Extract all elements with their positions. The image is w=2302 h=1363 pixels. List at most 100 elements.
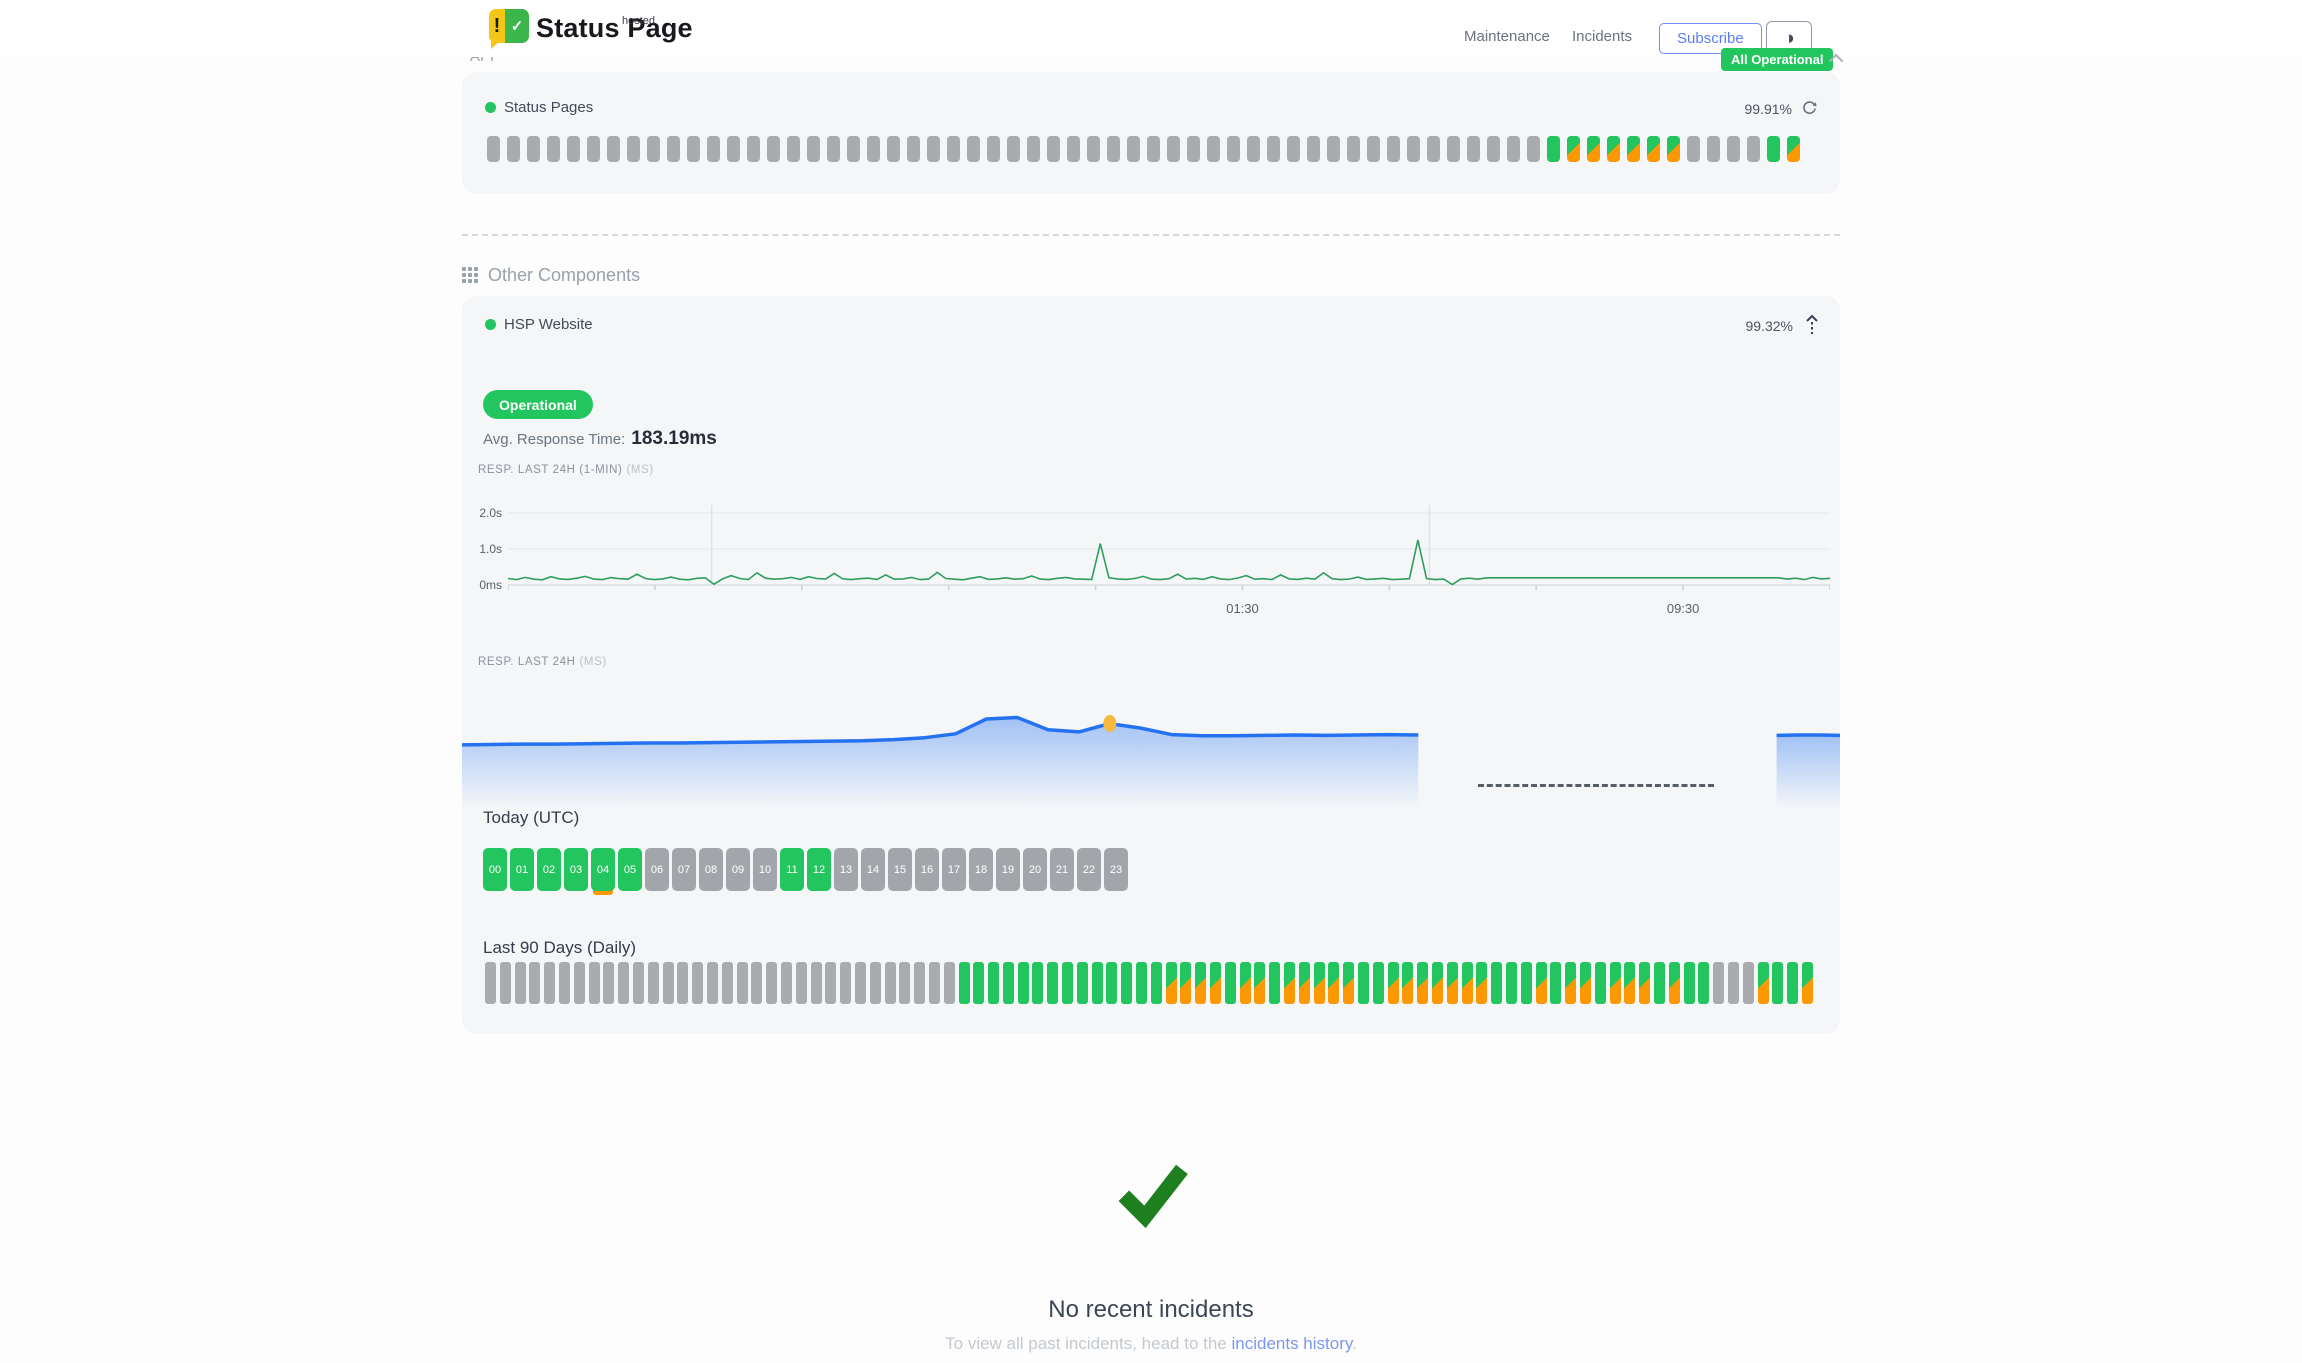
- uptime-bar[interactable]: [736, 962, 748, 1004]
- uptime-bar[interactable]: [1180, 962, 1192, 1004]
- hour-box[interactable]: 13: [834, 848, 858, 891]
- hour-box[interactable]: 23: [1104, 848, 1128, 891]
- uptime-bar[interactable]: [1713, 962, 1725, 1004]
- uptime-bar[interactable]: [1269, 962, 1281, 1004]
- uptime-bar[interactable]: [884, 962, 896, 1004]
- uptime-bar[interactable]: [1476, 962, 1488, 1004]
- uptime-bar[interactable]: [1372, 962, 1384, 1004]
- uptime-bar[interactable]: [1624, 962, 1636, 1004]
- uptime-bar[interactable]: [1387, 136, 1400, 162]
- hour-box[interactable]: 21: [1050, 848, 1074, 891]
- hour-box[interactable]: 17: [942, 848, 966, 891]
- uptime-bar[interactable]: [1742, 962, 1754, 1004]
- uptime-bar[interactable]: [928, 962, 940, 1004]
- uptime-bar[interactable]: [1402, 962, 1414, 1004]
- refresh-icon[interactable]: [1801, 99, 1818, 121]
- uptime-bar[interactable]: [1147, 136, 1160, 162]
- hour-box[interactable]: 01: [510, 848, 534, 891]
- uptime-bar[interactable]: [1287, 136, 1300, 162]
- uptime-bar[interactable]: [1407, 136, 1420, 162]
- uptime-bar[interactable]: [1067, 136, 1080, 162]
- hour-box[interactable]: 08: [699, 848, 723, 891]
- uptime-bar[interactable]: [1627, 136, 1640, 162]
- uptime-bar[interactable]: [1587, 136, 1600, 162]
- hour-box[interactable]: 18: [969, 848, 993, 891]
- uptime-bar[interactable]: [1210, 962, 1222, 1004]
- response-time-area-chart[interactable]: [461, 690, 1841, 817]
- uptime-bar[interactable]: [529, 962, 541, 1004]
- nav-incidents[interactable]: Incidents: [1572, 28, 1633, 45]
- uptime-bar[interactable]: [1427, 136, 1440, 162]
- hour-box[interactable]: 00: [483, 848, 507, 891]
- uptime-bar[interactable]: [1565, 962, 1577, 1004]
- uptime-bar[interactable]: [1076, 962, 1088, 1004]
- uptime-bar[interactable]: [1224, 962, 1236, 1004]
- hour-box[interactable]: 09: [726, 848, 750, 891]
- uptime-bar[interactable]: [847, 136, 860, 162]
- uptime-bar[interactable]: [1227, 136, 1240, 162]
- uptime-bar[interactable]: [807, 136, 820, 162]
- uptime-bar[interactable]: [485, 962, 496, 1004]
- uptime-bar[interactable]: [1767, 136, 1780, 162]
- hour-box[interactable]: 19: [996, 848, 1020, 891]
- hour-box[interactable]: 02: [537, 848, 561, 891]
- uptime-bar[interactable]: [1687, 136, 1700, 162]
- uptime-bar[interactable]: [1313, 962, 1325, 1004]
- uptime-bar[interactable]: [1165, 962, 1177, 1004]
- uptime-bar[interactable]: [988, 962, 1000, 1004]
- hour-box[interactable]: 06: [645, 848, 669, 891]
- uptime-bar[interactable]: [721, 962, 733, 1004]
- hour-box[interactable]: 07: [672, 848, 696, 891]
- uptime-bar[interactable]: [1328, 962, 1340, 1004]
- uptime-bar[interactable]: [899, 962, 911, 1004]
- hour-box[interactable]: 20: [1023, 848, 1047, 891]
- uptime-bar[interactable]: [1047, 136, 1060, 162]
- uptime-bar[interactable]: [647, 136, 660, 162]
- uptime-bar[interactable]: [1747, 136, 1760, 162]
- uptime-bar[interactable]: [1150, 962, 1162, 1004]
- uptime-bar[interactable]: [1307, 136, 1320, 162]
- uptime-bar[interactable]: [867, 136, 880, 162]
- uptime-bar[interactable]: [1187, 136, 1200, 162]
- uptime-bar[interactable]: [1136, 962, 1148, 1004]
- uptime-bar[interactable]: [514, 962, 526, 1004]
- uptime-bar[interactable]: [647, 962, 659, 1004]
- uptime-bar[interactable]: [607, 136, 620, 162]
- uptime-bar[interactable]: [1547, 136, 1560, 162]
- uptime-bar[interactable]: [1668, 962, 1680, 1004]
- uptime-bar[interactable]: [1107, 136, 1120, 162]
- uptime-bar[interactable]: [1195, 962, 1207, 1004]
- uptime-bar[interactable]: [587, 136, 600, 162]
- uptime-bar[interactable]: [544, 962, 556, 1004]
- uptime-bar[interactable]: [1343, 962, 1355, 1004]
- uptime-bar[interactable]: [1639, 962, 1651, 1004]
- uptime-bar[interactable]: [1535, 962, 1547, 1004]
- uptime-bar[interactable]: [603, 962, 615, 1004]
- uptime-bar[interactable]: [1787, 136, 1800, 162]
- hour-box[interactable]: 10: [753, 848, 777, 891]
- uptime-bar[interactable]: [573, 962, 585, 1004]
- uptime-bar[interactable]: [1347, 136, 1360, 162]
- incidents-history-link[interactable]: incidents history: [1231, 1334, 1353, 1353]
- uptime-bar[interactable]: [1254, 962, 1266, 1004]
- uptime-bar[interactable]: [1527, 136, 1540, 162]
- component-name[interactable]: HSP Website: [504, 316, 593, 333]
- uptime-bar[interactable]: [751, 962, 763, 1004]
- uptime-bar[interactable]: [1247, 136, 1260, 162]
- uptime-bar[interactable]: [1358, 962, 1370, 1004]
- hour-box[interactable]: 03: [564, 848, 588, 891]
- uptime-bar[interactable]: [1007, 136, 1020, 162]
- uptime-bar[interactable]: [1167, 136, 1180, 162]
- uptime-bar[interactable]: [854, 962, 866, 1004]
- uptime-bar[interactable]: [727, 136, 740, 162]
- uptime-bar[interactable]: [1267, 136, 1280, 162]
- uptime-bar[interactable]: [499, 962, 511, 1004]
- uptime-bar[interactable]: [1127, 136, 1140, 162]
- uptime-bar[interactable]: [547, 136, 560, 162]
- nav-maintenance[interactable]: Maintenance: [1464, 28, 1550, 45]
- uptime-bar[interactable]: [1432, 962, 1443, 1004]
- uptime-bar[interactable]: [632, 962, 644, 1004]
- uptime-bar[interactable]: [1027, 136, 1040, 162]
- uptime-bar[interactable]: [1207, 136, 1220, 162]
- uptime-bar[interactable]: [1467, 136, 1480, 162]
